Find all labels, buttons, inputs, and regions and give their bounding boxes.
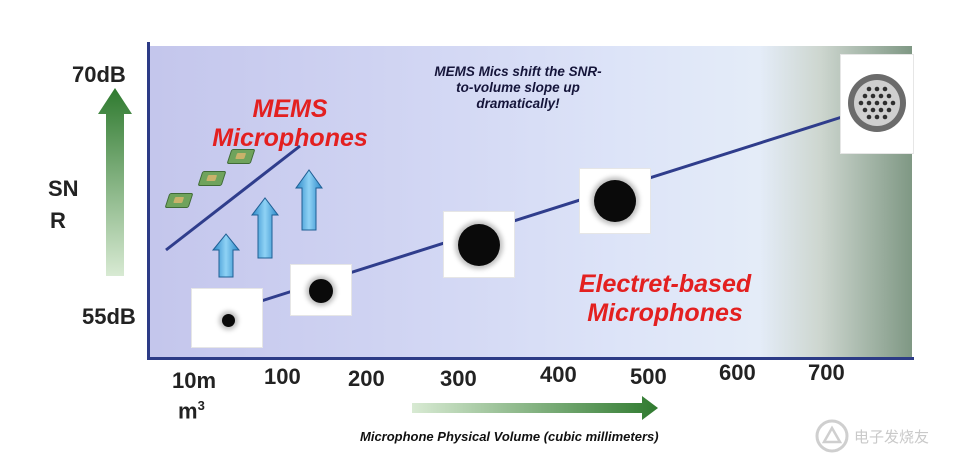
mems-trend-line [165, 144, 301, 252]
x-unit-superscript: 3 [197, 398, 205, 413]
mems-chip-image-1 [164, 193, 194, 208]
mems-microphones-label: MEMS Microphones [200, 95, 380, 153]
plot-area [150, 46, 912, 358]
electret-label-line1: Electret-based [578, 270, 752, 298]
mems-label-line2: Microphones [212, 124, 368, 152]
watermark-text: 电子发烧友 [854, 429, 930, 446]
annotation-line2: to-volume slope up [456, 80, 580, 95]
watermark-logo-icon [815, 419, 849, 453]
x-tick-label: 600 [719, 360, 756, 385]
blue-up-arrow-3 [295, 169, 323, 231]
electret-label-line2: Microphones [587, 299, 743, 327]
x-tick-label: 200 [348, 366, 385, 391]
x-tick-label: 300 [440, 366, 477, 391]
x-tick-label: 700 [808, 360, 845, 385]
x-tick-label: 400 [540, 362, 577, 387]
snr-arrow-up [98, 88, 132, 276]
x-unit-text: m [178, 398, 198, 424]
x-tick-label: 100 [264, 364, 301, 389]
electret-trend-line [257, 115, 843, 304]
mic-image-small [191, 288, 263, 348]
y-title-line2: R [50, 208, 66, 233]
mic-image-xlarge [579, 168, 651, 234]
x-tick-label: 10m [172, 368, 217, 393]
mems-chip-image-2 [197, 171, 227, 186]
volume-arrow-right [412, 396, 658, 420]
mic-image-grille [840, 54, 914, 154]
mic-grille-icon [848, 74, 906, 132]
y-top-label: 70dB [72, 62, 126, 87]
blue-up-arrow-1 [211, 233, 241, 278]
y-axis-line [147, 42, 150, 360]
y-bottom-label: 55dB [82, 304, 136, 329]
blue-up-arrow-2 [250, 197, 280, 259]
x-tick-label: 500 [630, 364, 667, 389]
slope-annotation: MEMS Mics shift the SNR- to-volume slope… [418, 64, 618, 112]
electret-microphones-label: Electret-based Microphones [555, 270, 775, 328]
x-unit-label: m3 [178, 398, 205, 424]
x-axis-title: Microphone Physical Volume (cubic millim… [360, 429, 659, 444]
annotation-line1: MEMS Mics shift the SNR- [434, 64, 602, 79]
x-axis-line [147, 357, 914, 360]
annotation-line3: dramatically! [476, 96, 560, 111]
mems-label-line1: MEMS [252, 95, 328, 123]
mic-image-medium [290, 264, 352, 316]
mic-image-large [443, 211, 515, 278]
y-title-line1: SN [48, 176, 79, 201]
